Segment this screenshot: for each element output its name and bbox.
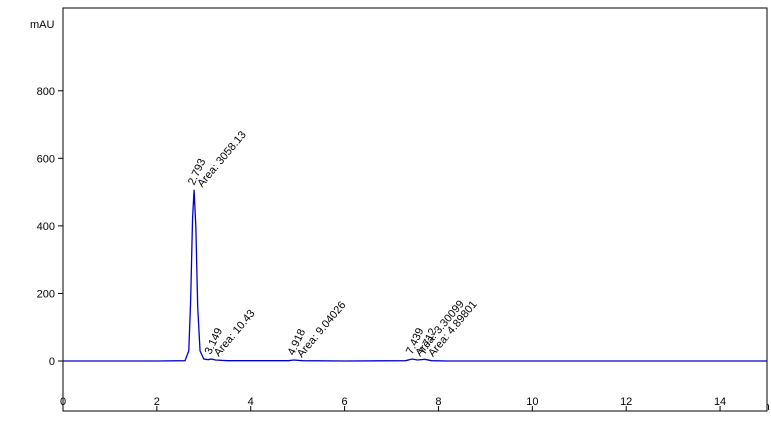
y-axis-label: mAU — [30, 19, 55, 31]
x-tick-label: 8 — [435, 396, 441, 408]
x-tick-label: 4 — [248, 396, 254, 408]
x-tick-label: 12 — [620, 396, 632, 408]
x-tick-label: 2 — [154, 396, 160, 408]
trace — [63, 189, 767, 362]
y-tick-label: 800 — [37, 86, 55, 98]
y-tick-label: 200 — [37, 288, 55, 300]
y-tick-label: 400 — [37, 221, 55, 233]
plot-frame — [62, 7, 768, 412]
x-tick-label: 14 — [714, 396, 726, 408]
y-tick-label: 0 — [49, 356, 55, 368]
x-tick-label: 0 — [60, 396, 66, 408]
x-tick-label: 10 — [526, 396, 538, 408]
x-tick-label: 6 — [342, 396, 348, 408]
y-tick-label: 600 — [37, 153, 55, 165]
